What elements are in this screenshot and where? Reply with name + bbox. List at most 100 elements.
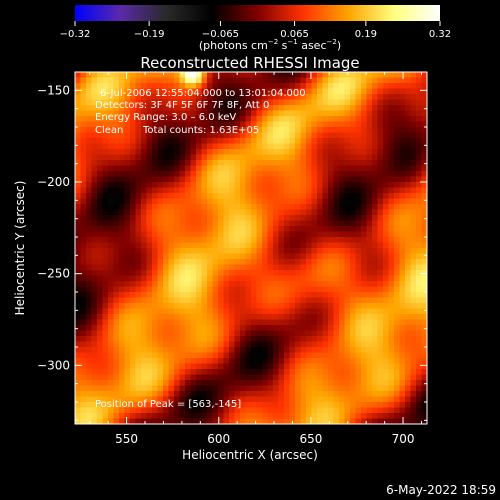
heatmap-cell xyxy=(102,231,109,238)
heatmap-cell xyxy=(201,99,208,106)
heatmap-cell xyxy=(256,220,263,227)
heatmap-cell xyxy=(141,270,147,276)
heatmap-cell xyxy=(207,358,213,364)
heatmap-cell xyxy=(300,94,307,100)
heatmap-cell xyxy=(372,165,378,172)
heatmap-cell xyxy=(366,242,373,249)
heatmap-cell xyxy=(141,341,147,348)
heatmap-cell xyxy=(322,171,329,177)
heatmap-cell xyxy=(240,413,246,419)
heatmap-cell xyxy=(350,226,356,232)
heatmap-cell xyxy=(179,330,186,337)
heatmap-cell xyxy=(251,204,257,210)
heatmap-cell xyxy=(278,319,285,326)
heatmap-cell xyxy=(124,171,131,177)
heatmap-cell xyxy=(86,347,92,353)
heatmap-cell xyxy=(262,275,268,282)
heatmap-cell xyxy=(196,330,202,337)
heatmap-cell xyxy=(355,110,362,117)
heatmap-cell xyxy=(267,105,274,111)
heatmap-cell xyxy=(350,292,356,298)
heatmap-cell xyxy=(267,308,274,315)
heatmap-cell xyxy=(102,396,109,403)
heatmap-cell xyxy=(185,149,191,155)
heatmap-cell xyxy=(102,369,109,375)
heatmap-cell xyxy=(163,94,169,100)
heatmap-cell xyxy=(207,116,213,122)
heatmap-cell xyxy=(245,358,252,364)
heatmap-cell xyxy=(377,231,384,238)
heatmap-cell xyxy=(416,193,422,199)
heatmap-cell xyxy=(262,72,268,78)
heatmap-cell xyxy=(388,143,395,150)
heatmap-cell xyxy=(355,198,362,205)
heatmap-cell xyxy=(174,182,180,188)
heatmap-cell xyxy=(410,264,417,271)
heatmap-cell xyxy=(185,380,191,386)
heatmap-cell xyxy=(306,160,312,166)
heatmap-cell xyxy=(102,275,109,282)
heatmap-cell xyxy=(295,220,301,227)
heatmap-cell xyxy=(80,286,87,293)
heatmap-cell xyxy=(245,314,252,320)
heatmap-cell xyxy=(405,402,411,408)
heatmap-cell xyxy=(196,374,202,381)
heatmap-cell xyxy=(75,110,81,117)
heatmap-cell xyxy=(416,138,422,144)
heatmap-cell xyxy=(113,105,120,111)
heatmap-cell xyxy=(410,363,417,370)
heatmap-cell xyxy=(218,259,224,265)
heatmap-cell xyxy=(168,143,175,150)
heatmap-cell xyxy=(119,193,125,199)
heatmap-cell xyxy=(218,182,224,188)
heatmap-cell xyxy=(113,248,120,254)
heatmap-cell xyxy=(179,77,186,84)
heatmap-cell xyxy=(218,187,224,194)
heatmap-cell xyxy=(251,303,257,309)
heatmap-cell xyxy=(223,110,230,117)
heatmap-cell xyxy=(267,330,274,337)
heatmap-cell xyxy=(289,292,296,298)
heatmap-cell xyxy=(300,88,307,95)
heatmap-cell xyxy=(201,385,208,392)
heatmap-cell xyxy=(361,275,367,282)
heatmap-cell xyxy=(421,275,427,282)
heatmap-cell xyxy=(80,198,87,205)
heatmap-cell xyxy=(174,72,180,78)
heatmap-cell xyxy=(394,94,400,100)
heatmap-cell xyxy=(273,154,279,161)
heatmap-cell xyxy=(322,275,329,282)
heatmap-cell xyxy=(256,314,263,320)
heatmap-cell xyxy=(135,160,142,166)
heatmap-cell xyxy=(207,418,213,424)
heatmap-cell xyxy=(405,193,411,199)
heatmap-cell xyxy=(377,264,384,271)
heatmap-cell xyxy=(108,72,114,78)
heatmap-cell xyxy=(256,248,263,254)
heatmap-cell xyxy=(240,369,246,375)
heatmap-cell xyxy=(355,286,362,293)
heatmap-cell xyxy=(278,270,285,276)
colorbar-tick-label: −0.065 xyxy=(202,29,239,40)
heatmap-cell xyxy=(317,198,323,205)
heatmap-cell xyxy=(240,116,246,122)
heatmap-cell xyxy=(124,127,131,133)
heatmap-cell xyxy=(421,259,427,265)
heatmap-cell xyxy=(201,292,208,298)
heatmap-cell xyxy=(196,396,202,403)
heatmap-cell xyxy=(377,303,384,309)
heatmap-cell xyxy=(256,336,263,342)
heatmap-cell xyxy=(383,209,389,216)
heatmap-cell xyxy=(405,374,411,381)
heatmap-cell xyxy=(102,380,109,386)
heatmap-cell xyxy=(223,237,230,243)
heatmap-cell xyxy=(240,209,246,216)
heatmap-cell xyxy=(168,132,175,139)
colorbar-tick-label: −0.19 xyxy=(134,29,165,40)
heatmap-cell xyxy=(295,407,301,414)
heatmap-cell xyxy=(317,308,323,315)
heatmap-cell xyxy=(339,330,345,337)
heatmap-cell xyxy=(317,286,323,293)
heatmap-cell xyxy=(124,391,131,397)
heatmap-cell xyxy=(240,149,246,155)
